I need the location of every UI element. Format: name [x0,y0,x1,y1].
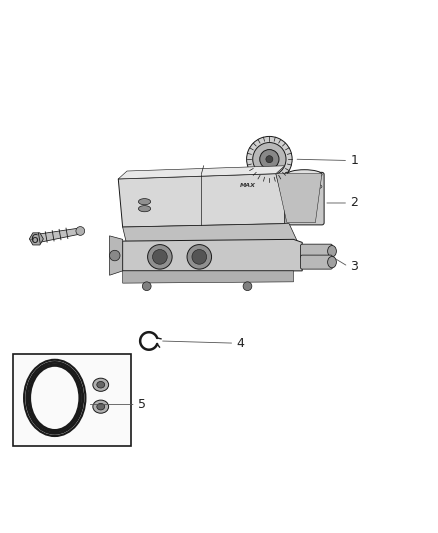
Ellipse shape [328,256,336,268]
Text: 1: 1 [350,154,358,167]
Polygon shape [276,174,322,223]
Text: 2: 2 [350,197,358,209]
Circle shape [266,156,273,163]
Circle shape [152,249,167,264]
Circle shape [148,245,172,269]
Ellipse shape [97,403,105,410]
Text: 5: 5 [138,398,146,411]
Polygon shape [29,233,43,245]
Polygon shape [123,239,302,271]
Polygon shape [118,166,285,179]
Polygon shape [110,236,123,275]
Circle shape [253,142,286,176]
Polygon shape [118,174,289,227]
FancyBboxPatch shape [300,255,332,269]
Circle shape [243,282,252,290]
Circle shape [192,249,207,264]
Ellipse shape [34,369,76,426]
Circle shape [76,227,85,236]
Ellipse shape [138,206,151,212]
Text: 6: 6 [30,233,38,246]
Ellipse shape [93,400,109,413]
Ellipse shape [328,246,336,257]
Wedge shape [247,136,292,182]
Circle shape [260,150,279,169]
Ellipse shape [93,378,109,391]
Bar [13,354,131,446]
Circle shape [142,282,151,290]
FancyBboxPatch shape [300,244,332,258]
Circle shape [187,245,212,269]
Text: 4: 4 [237,337,244,350]
Ellipse shape [97,382,105,388]
Ellipse shape [287,169,322,179]
Polygon shape [33,228,80,244]
FancyBboxPatch shape [285,172,324,225]
Polygon shape [123,223,298,246]
Text: 3: 3 [350,260,358,273]
Circle shape [110,251,120,261]
Ellipse shape [138,199,151,205]
Polygon shape [123,271,293,283]
Text: MAX: MAX [240,183,255,188]
